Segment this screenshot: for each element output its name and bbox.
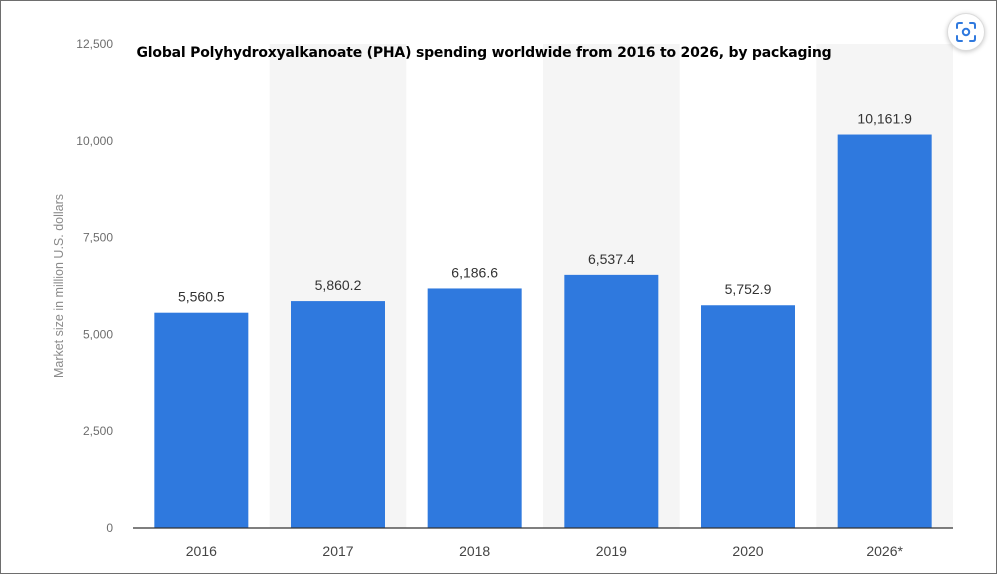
x-tick-label: 2020 [732,543,763,559]
fullscreen-button[interactable] [947,13,985,51]
bar[interactable] [291,301,385,528]
x-tick-label: 2018 [459,543,490,559]
bar-value-label: 6,186.6 [451,264,498,280]
bar[interactable] [701,305,795,528]
bar-value-label: 5,860.2 [315,277,362,293]
focus-frame-icon [956,22,976,42]
bar-value-label: 10,161.9 [857,111,912,127]
bar-value-label: 5,560.5 [178,289,225,305]
bar-value-label: 6,537.4 [588,251,635,267]
bar[interactable] [837,134,932,528]
y-axis-title: Market size in million U.S. dollars [52,194,66,378]
bar[interactable] [427,288,522,528]
x-tick-label: 2019 [596,543,627,559]
y-tick-label: 2,500 [83,424,113,438]
bar[interactable] [564,274,659,528]
y-tick-label: 5,000 [83,327,113,341]
x-tick-label: 2026* [866,543,903,559]
x-tick-label: 2016 [186,543,217,559]
y-tick-label: 7,500 [83,231,113,245]
chart-title: Global Polyhydroxyalkanoate (PHA) spendi… [136,45,832,61]
y-tick-label: 10,000 [76,134,113,148]
bar-value-label: 5,752.9 [725,281,772,297]
y-tick-label: 12,500 [76,37,113,51]
x-tick-label: 2017 [322,543,353,559]
bar[interactable] [154,312,249,528]
y-tick-label: 0 [106,521,113,535]
